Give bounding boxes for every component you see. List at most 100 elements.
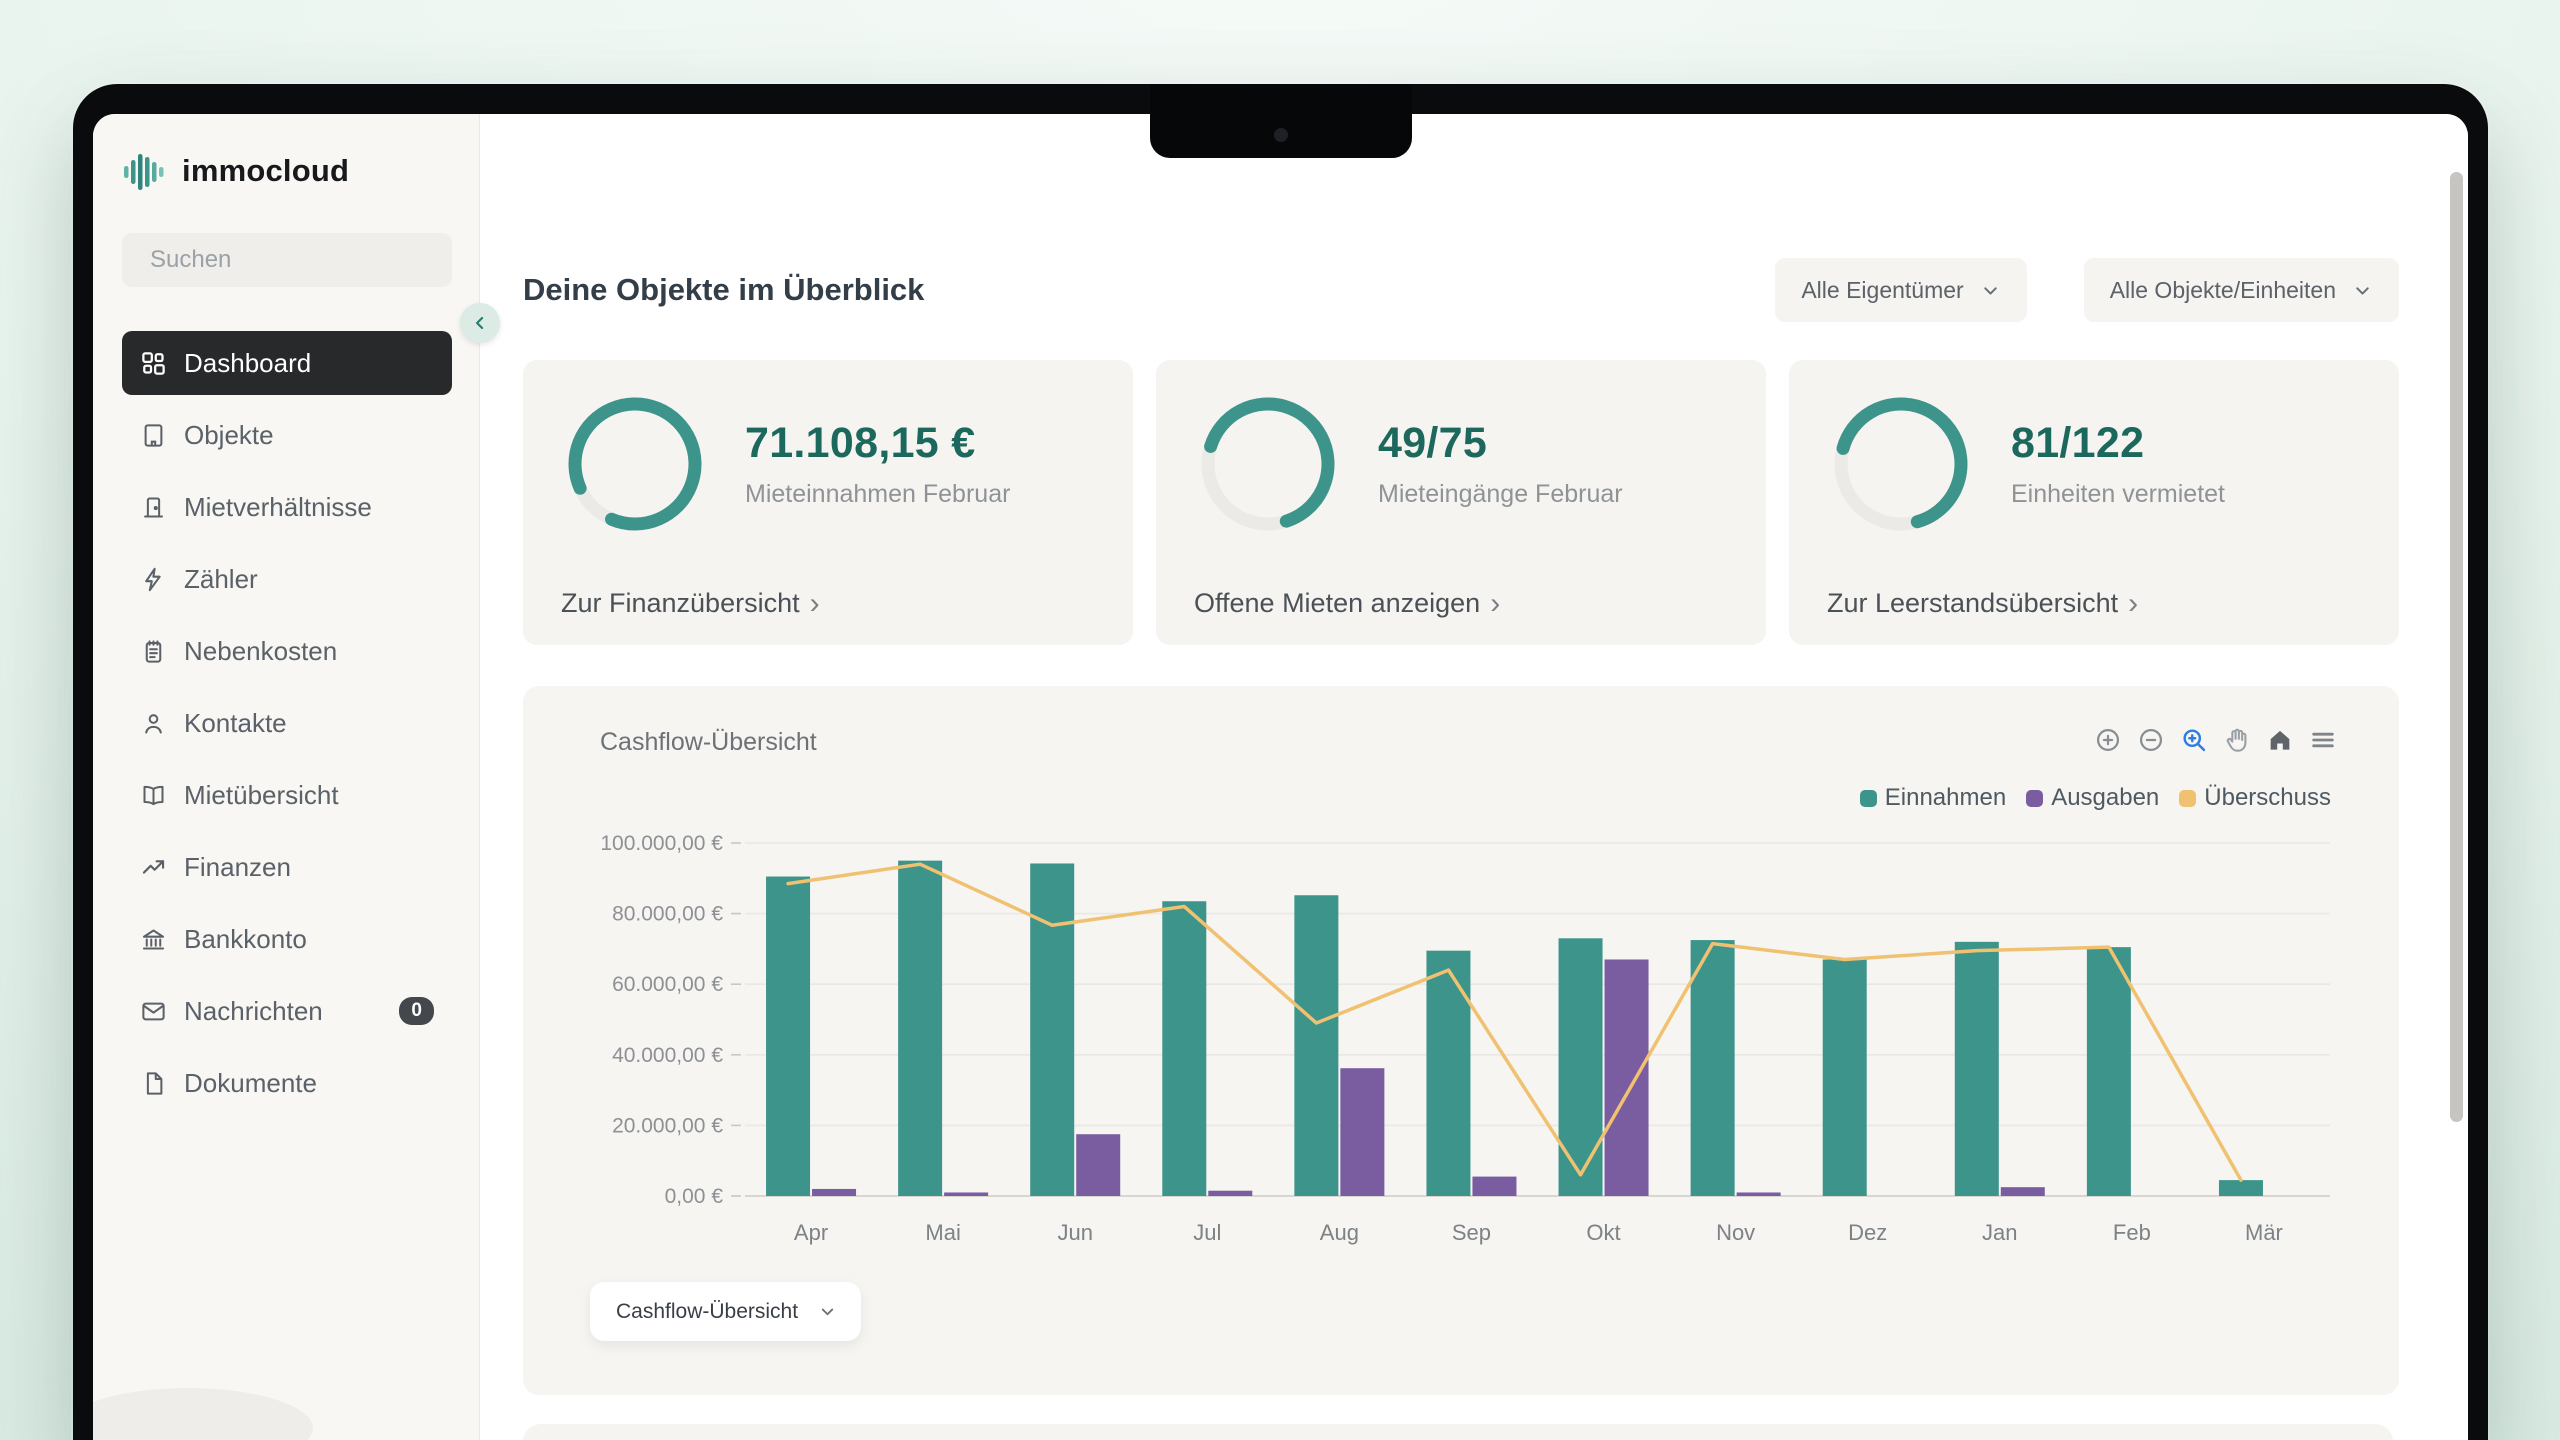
- sidebar-item-label: Kontakte: [184, 707, 287, 738]
- sidebar-item-objekte[interactable]: Objekte: [122, 403, 452, 467]
- sidebar-item-bankkonto[interactable]: Bankkonto: [122, 907, 452, 971]
- svg-text:Jun: Jun: [1057, 1220, 1092, 1245]
- sidebar-item-finanzen[interactable]: Finanzen: [122, 835, 452, 899]
- svg-text:Nov: Nov: [1716, 1220, 1755, 1245]
- chevron-right-icon: ›: [1490, 586, 1501, 620]
- sidebar-item-label: Bankkonto: [184, 923, 307, 954]
- scrollbar-track[interactable]: [2448, 154, 2468, 1394]
- filter-alle-eigentuemer[interactable]: Alle Eigentümer: [1775, 258, 2027, 322]
- chart-toolbar: [2094, 726, 2337, 754]
- stat-subtitle: Einheiten vermietet: [2011, 480, 2226, 508]
- sidebar-item-mietverhaeltnisse[interactable]: Mietverhältnisse: [122, 475, 452, 539]
- filter-alle-objekte-einheiten[interactable]: Alle Objekte/Einheiten: [2083, 258, 2399, 322]
- sidebar-collapse-button[interactable]: [460, 303, 500, 343]
- stat-subtitle: Mieteingänge Februar: [1378, 480, 1623, 508]
- sidebar-item-label: Finanzen: [184, 851, 291, 882]
- link-zur-leerstandsuebersicht[interactable]: Zur Leerstandsübersicht ›: [1827, 588, 2365, 619]
- lightning-icon: [145, 567, 161, 591]
- immocloud-logo-icon: [124, 154, 164, 190]
- stat-value: 71.108,15 €: [745, 419, 976, 467]
- zoom-out-icon[interactable]: [2137, 726, 2165, 754]
- stat-card-top: 49/75 Mieteingänge Februar: [1194, 390, 1732, 538]
- svg-text:Aug: Aug: [1320, 1220, 1359, 1245]
- sidebar-item-label: Mietverhältnisse: [184, 491, 372, 522]
- filter-label: Alle Eigentümer: [1801, 276, 1964, 303]
- sidebar-item-mietuebersicht[interactable]: Mietübersicht: [122, 763, 452, 827]
- sidebar-item-label: Dashboard: [184, 347, 312, 378]
- scrollbar-thumb[interactable]: [2450, 172, 2463, 1122]
- chevron-right-icon: ›: [809, 586, 820, 620]
- stat-card-top: 81/122 Einheiten vermietet: [1827, 390, 2365, 538]
- chart-type-dropdown[interactable]: Cashflow-Übersicht: [590, 1282, 862, 1341]
- svg-text:Apr: Apr: [794, 1220, 828, 1245]
- legend-item-überschuss[interactable]: Überschuss: [2179, 784, 2331, 812]
- app-window: immocloud Dashboard: [93, 114, 2468, 1440]
- sidebar: immocloud Dashboard: [93, 114, 480, 1440]
- legend-swatch: [2026, 789, 2044, 807]
- svg-text:80.000,00 €: 80.000,00 €: [612, 903, 723, 926]
- chevron-right-icon: ›: [2128, 586, 2139, 620]
- sidebar-item-nachrichten[interactable]: Nachrichten 0: [122, 979, 452, 1043]
- legend-item-ausgaben[interactable]: Ausgaben: [2026, 784, 2159, 812]
- chevron-down-icon: [2356, 286, 2369, 295]
- document-icon: [146, 1071, 163, 1095]
- sidebar-item-label: Nachrichten: [184, 995, 323, 1026]
- sidebar-item-kontakte[interactable]: Kontakte: [122, 691, 452, 755]
- selection-zoom-icon[interactable]: [2180, 726, 2208, 754]
- svg-text:Sep: Sep: [1452, 1220, 1491, 1245]
- legend-label: Überschuss: [2204, 784, 2331, 811]
- next-section-card: [523, 1424, 2393, 1440]
- sidebar-item-label: Mietübersicht: [184, 779, 339, 810]
- link-offene-mieten[interactable]: Offene Mieten anzeigen ›: [1194, 588, 1732, 619]
- laptop-notch: [1150, 84, 1412, 158]
- link-zur-finanzuebersicht[interactable]: Zur Finanzübersicht ›: [561, 588, 1099, 619]
- sidebar-item-zaehler[interactable]: Zähler: [122, 547, 452, 611]
- stat-texts: 71.108,15 € Mieteinnahmen Februar: [745, 419, 1010, 509]
- sidebar-item-dashboard[interactable]: Dashboard: [122, 331, 452, 395]
- stat-texts: 81/122 Einheiten vermietet: [2011, 419, 2225, 509]
- zoom-in-icon[interactable]: [2094, 726, 2122, 754]
- legend-item-einnahmen[interactable]: Einnahmen: [1859, 784, 2006, 812]
- svg-text:Okt: Okt: [1586, 1220, 1620, 1245]
- progress-ring: [1834, 397, 1968, 531]
- person-icon: [145, 713, 162, 734]
- sidebar-search[interactable]: [122, 233, 460, 287]
- sidebar-item-dokumente[interactable]: Dokumente: [122, 1051, 452, 1115]
- main-content: Deine Objekte im Überblick Alle Eigentüm…: [480, 114, 2468, 1440]
- door-icon: [144, 496, 163, 518]
- svg-text:Dez: Dez: [1848, 1220, 1887, 1245]
- brand-name: immocloud: [182, 153, 350, 188]
- sidebar-item-nebenkosten[interactable]: Nebenkosten: [122, 619, 452, 683]
- laptop-frame: immocloud Dashboard: [73, 84, 2488, 1440]
- dashboard-grid-icon: [142, 351, 165, 375]
- filters: Alle Eigentümer Alle Objekte/Einheiten: [1775, 258, 2399, 322]
- chart-legend: Einnahmen Ausgaben Überschuss: [1859, 784, 2331, 812]
- sidebar-item-label: Zähler: [184, 563, 258, 594]
- chevron-left-icon: [476, 316, 484, 330]
- search-input[interactable]: [150, 246, 460, 274]
- chevron-down-icon: [1983, 286, 1997, 295]
- envelope-icon: [142, 1002, 165, 1020]
- legend-label: Ausgaben: [2051, 784, 2160, 811]
- pan-hand-icon[interactable]: [2223, 726, 2251, 754]
- svg-text:Jan: Jan: [1982, 1220, 2017, 1245]
- svg-text:100.000,00 €: 100.000,00 €: [600, 832, 723, 855]
- page-header: Deine Objekte im Überblick Alle Eigentüm…: [523, 258, 2399, 322]
- progress-ring: [568, 397, 702, 531]
- chevron-down-icon: [821, 1308, 834, 1316]
- sidebar-bottom-blob: [93, 1388, 313, 1440]
- bank-icon: [142, 928, 165, 950]
- legend-swatch: [1859, 789, 1877, 807]
- home-icon[interactable]: [2266, 726, 2294, 754]
- brand: immocloud: [122, 147, 452, 195]
- filter-label: Alle Objekte/Einheiten: [2109, 276, 2336, 303]
- menu-icon[interactable]: [2309, 726, 2337, 754]
- stat-texts: 49/75 Mieteingänge Februar: [1378, 419, 1623, 509]
- svg-text:20.000,00 €: 20.000,00 €: [612, 1114, 723, 1137]
- stat-link-label: Zur Finanzübersicht: [561, 588, 800, 618]
- stat-link-label: Offene Mieten anzeigen: [1194, 588, 1481, 618]
- stat-value: 49/75: [1378, 419, 1488, 467]
- legend-swatch: [2179, 789, 2197, 807]
- stat-value: 81/122: [2011, 419, 2145, 467]
- svg-text:Feb: Feb: [2113, 1220, 2151, 1245]
